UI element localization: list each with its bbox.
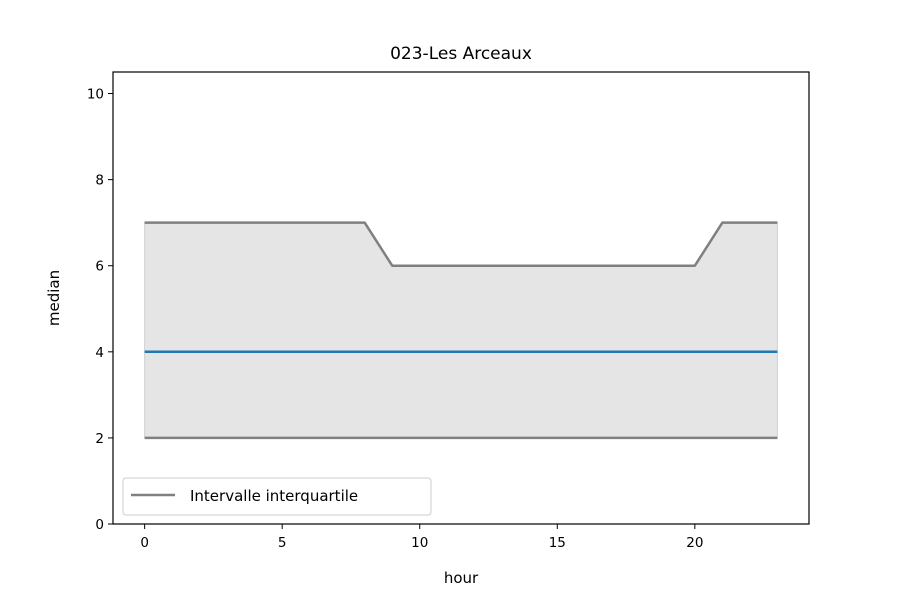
x-axis-label: hour [444, 569, 479, 587]
y-tick-label: 6 [95, 259, 104, 275]
x-tick-label: 0 [140, 535, 149, 551]
y-tick-label: 8 [95, 173, 104, 189]
x-axis: 0 5 10 15 20 [140, 524, 703, 551]
y-axis-label: median [45, 270, 63, 326]
x-tick-label: 5 [278, 535, 287, 551]
iqr-band [144, 222, 778, 439]
x-tick-label: 15 [549, 535, 566, 551]
y-tick-label: 2 [95, 431, 104, 447]
plot-area [144, 221, 778, 440]
x-tick-label: 10 [411, 535, 428, 551]
axes-frame [112, 71, 810, 525]
x-tick-label: 20 [686, 535, 703, 551]
y-tick-label: 10 [87, 87, 104, 103]
legend: Intervalle interquartile [122, 477, 432, 516]
chart-title: 023-Les Arceaux [390, 44, 532, 64]
y-axis: 0 2 4 6 8 10 [87, 87, 113, 533]
legend-label-iqr: Intervalle interquartile [190, 487, 358, 505]
series-line-q3 [144, 221, 778, 267]
y-tick-label: 4 [95, 345, 104, 361]
legend-box [122, 477, 432, 516]
y-tick-label: 0 [95, 517, 104, 533]
